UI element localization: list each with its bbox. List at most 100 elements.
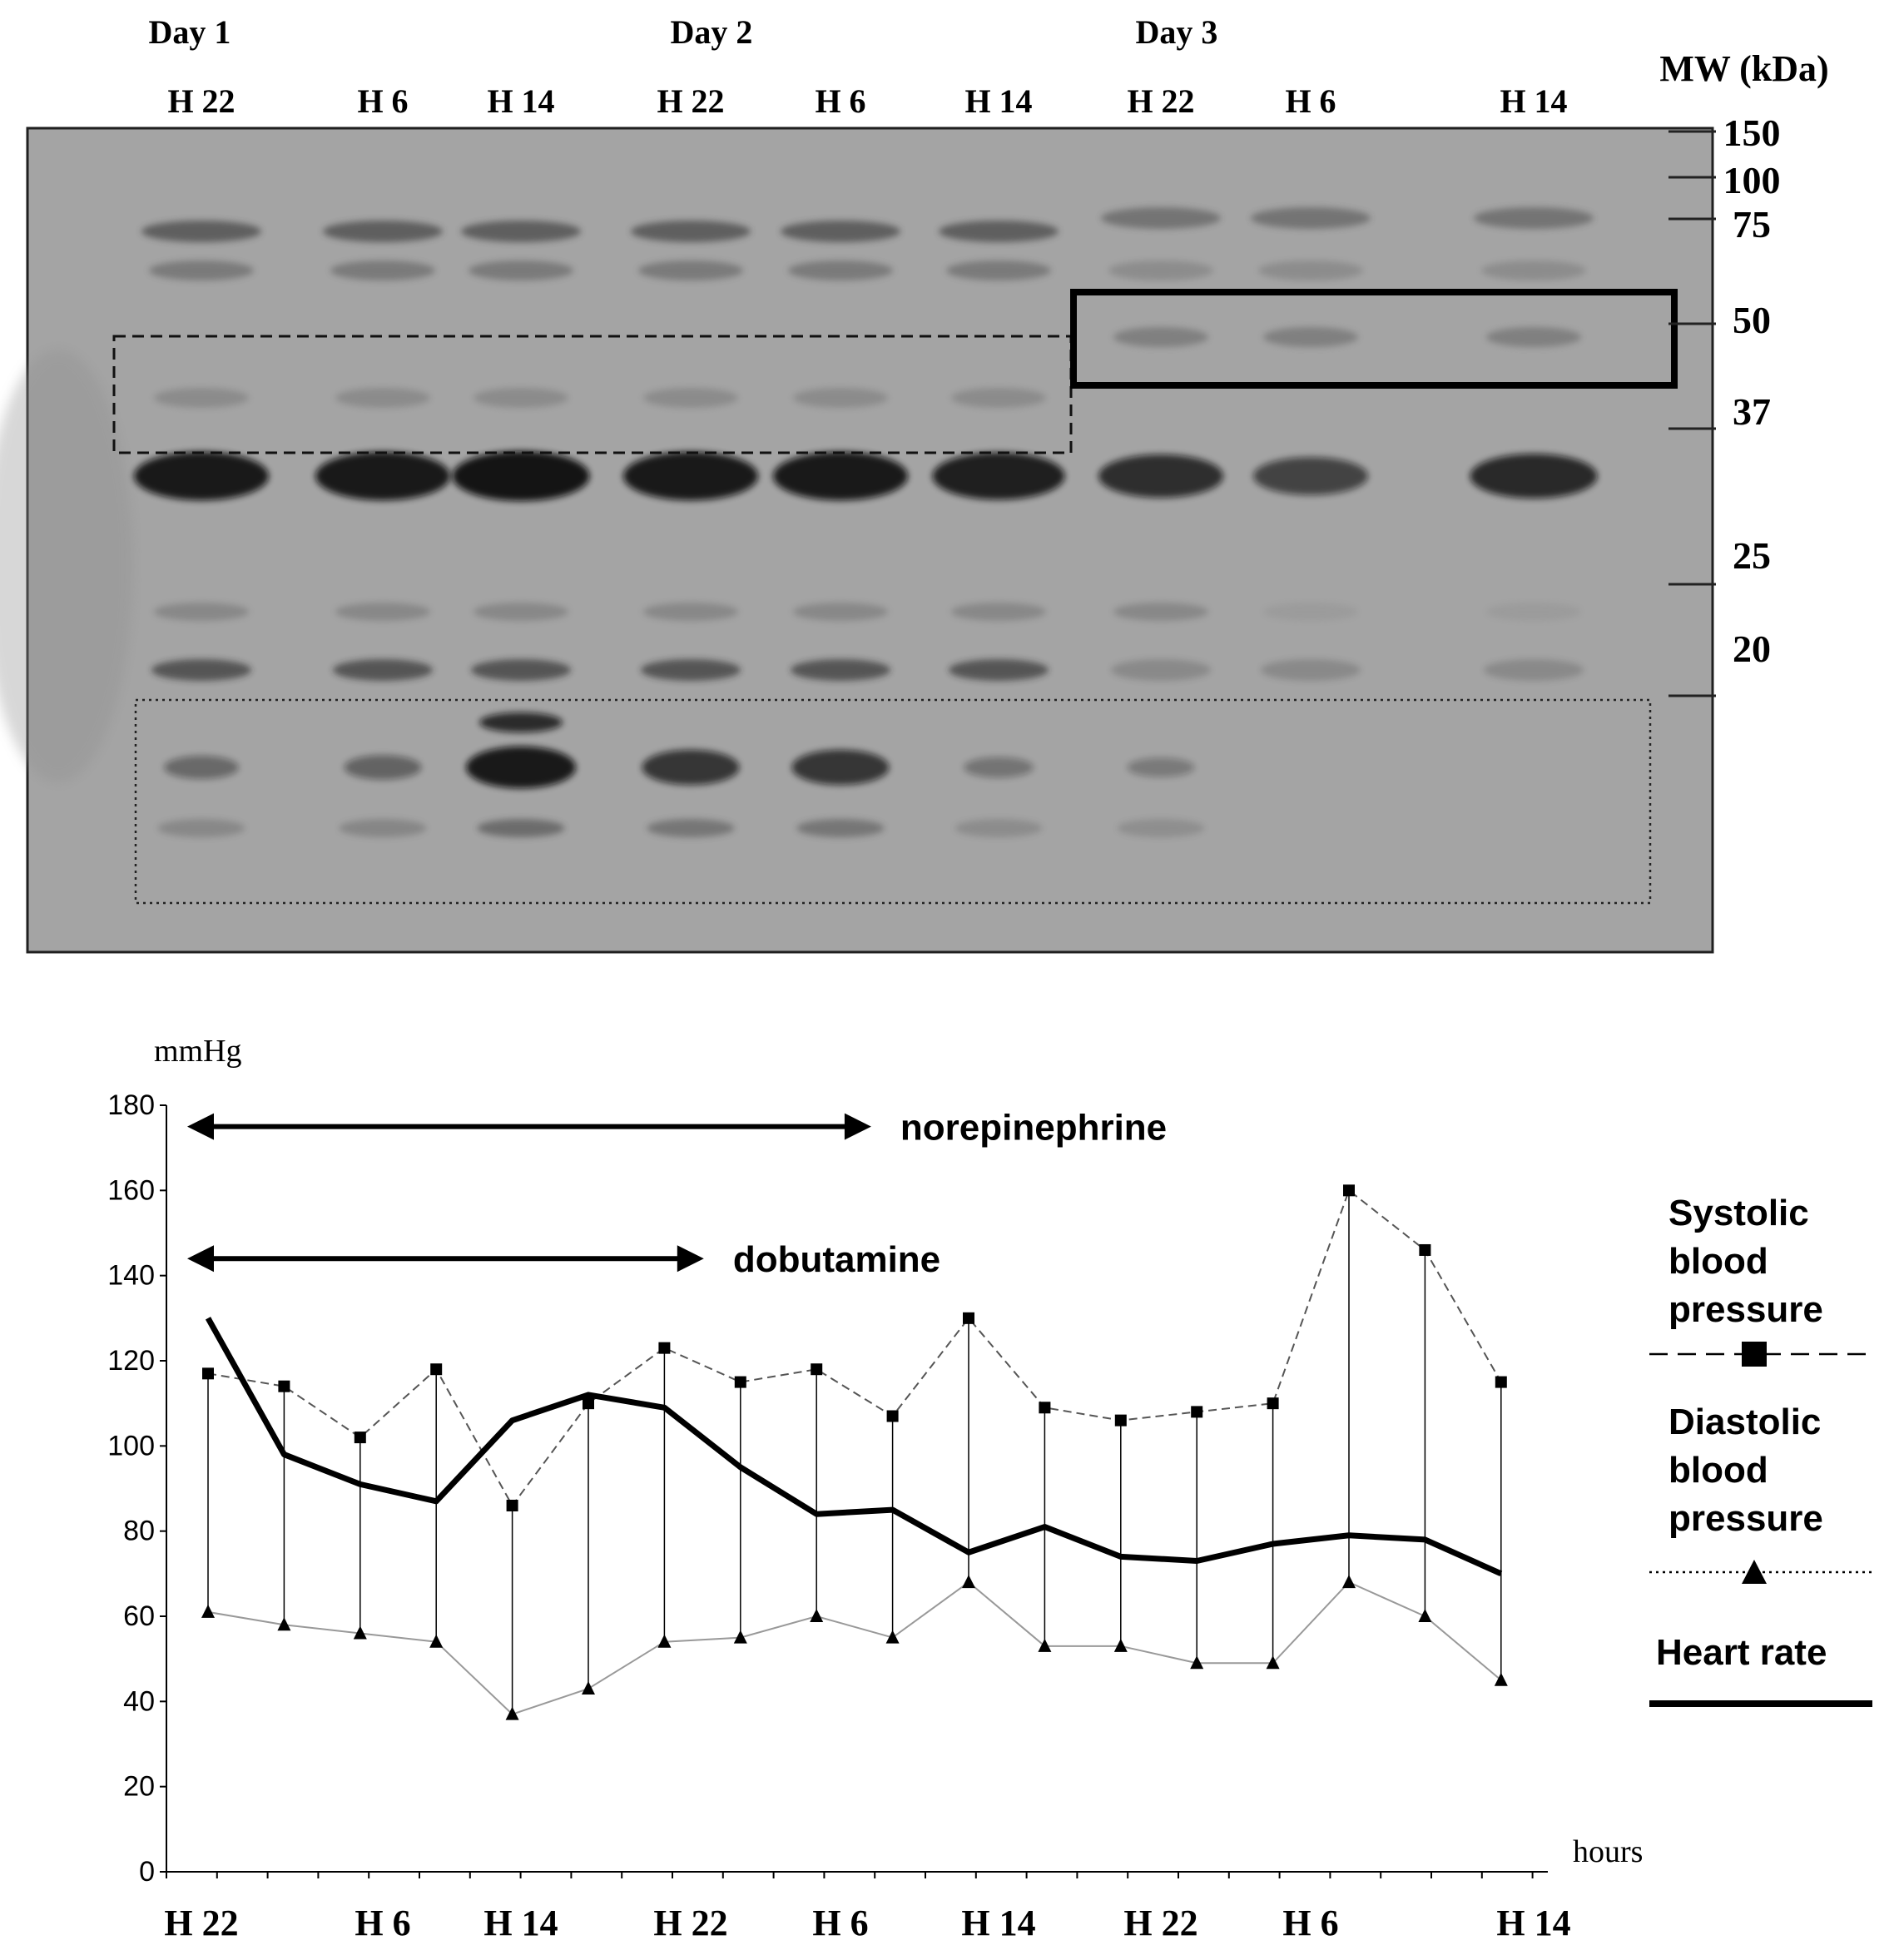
arrowhead xyxy=(187,1113,214,1140)
gel-band xyxy=(951,388,1046,408)
gel-band xyxy=(1263,327,1358,347)
systolic-point xyxy=(1419,1243,1431,1256)
gel-lane-label: H 6 xyxy=(357,82,408,120)
systolic-line xyxy=(207,1188,1502,1507)
diastolic-point xyxy=(885,1630,900,1644)
legend-systolic: Systolic blood pressure xyxy=(1649,1193,1872,1367)
gel-band xyxy=(946,261,1051,280)
gel-band xyxy=(642,749,740,786)
systolic-point xyxy=(430,1363,443,1376)
y-tick-label: 160 xyxy=(107,1174,155,1206)
systolic-point xyxy=(1343,1184,1355,1197)
legend-label: Heart rate xyxy=(1656,1632,1827,1673)
gel-band xyxy=(323,221,443,242)
systolic-point xyxy=(963,1312,974,1324)
y-tick-label: 20 xyxy=(123,1771,155,1803)
systolic-markers xyxy=(202,1184,1507,1511)
systolic-point xyxy=(278,1380,290,1392)
x-tick-label: H 14 xyxy=(1496,1903,1570,1943)
gel-band xyxy=(647,819,735,837)
y-tick-label: 180 xyxy=(107,1089,155,1121)
x-tick-label: H 22 xyxy=(653,1903,727,1943)
gel-lane-label: H 22 xyxy=(657,82,724,120)
gel-band xyxy=(1486,327,1581,347)
gel-band xyxy=(1127,757,1195,777)
y-tick-label: 120 xyxy=(107,1345,155,1377)
gel-band xyxy=(1486,603,1581,621)
diastolic-point xyxy=(1494,1672,1508,1686)
gel-band xyxy=(315,451,450,501)
gel-band xyxy=(1098,454,1223,498)
gel-band xyxy=(339,819,427,837)
x-tick-label: H 6 xyxy=(1282,1903,1338,1943)
gel-band xyxy=(1117,819,1205,837)
gel-bands xyxy=(134,207,1598,837)
systolic-point xyxy=(811,1363,823,1376)
systolic-point xyxy=(202,1367,214,1380)
gel-day-label: Day 3 xyxy=(1136,13,1218,51)
gel-band xyxy=(344,755,422,780)
diastolic-point xyxy=(657,1634,672,1648)
diastolic-point xyxy=(1342,1575,1356,1589)
mw-label: 37 xyxy=(1733,390,1771,433)
annotations: norepinephrine dobutamine xyxy=(187,1108,1167,1280)
gel-band xyxy=(335,388,430,408)
gel-band xyxy=(949,659,1049,681)
heart-rate-line xyxy=(205,1317,1503,1577)
mw-title: MW (kDa) xyxy=(1659,48,1828,89)
systolic-point xyxy=(354,1432,366,1444)
gel-band xyxy=(164,756,239,779)
diastolic-point xyxy=(1113,1638,1128,1652)
gel-lane-label: H 6 xyxy=(1285,82,1336,120)
gel-band xyxy=(643,603,738,621)
y-tick-label: 80 xyxy=(123,1516,155,1547)
y-ticks: 0 20 40 60 80 100 120 140 160 180 xyxy=(107,1089,166,1888)
gel-band xyxy=(154,388,249,408)
x-axis-label: hours xyxy=(1573,1834,1643,1869)
gel-band xyxy=(333,659,433,681)
diastolic-point xyxy=(1038,1638,1052,1652)
systolic-point xyxy=(583,1397,594,1410)
diastolic-point xyxy=(1418,1609,1432,1622)
gel-band xyxy=(149,261,254,280)
mw-label: 100 xyxy=(1723,159,1781,201)
gel-band xyxy=(793,388,888,408)
legend-diastolic: Diastolic blood pressure xyxy=(1649,1402,1872,1584)
gel-lane-label: H 14 xyxy=(487,82,554,120)
gel-band xyxy=(1261,659,1361,681)
mw-label: 150 xyxy=(1723,112,1781,154)
gel-band xyxy=(1251,207,1371,229)
legend-triangle-marker xyxy=(1742,1560,1767,1584)
legend-heart-rate: Heart rate xyxy=(1649,1632,1872,1707)
y-tick-label: 60 xyxy=(123,1600,155,1632)
gel-lane-label: H 14 xyxy=(964,82,1032,120)
gel-lane-label: H 6 xyxy=(815,82,865,120)
gel-band xyxy=(157,819,245,837)
systolic-point xyxy=(886,1410,899,1422)
systolic-point xyxy=(734,1376,746,1388)
gel-lane-label: H 22 xyxy=(1127,82,1194,120)
arrowhead xyxy=(844,1113,871,1140)
x-tick-label: H 22 xyxy=(1123,1903,1197,1943)
x-tick-label: H 14 xyxy=(483,1903,558,1943)
mw-label: 50 xyxy=(1733,299,1771,341)
diastolic-point xyxy=(277,1617,291,1631)
diastolic-point xyxy=(1190,1655,1204,1670)
systolic-point xyxy=(506,1499,518,1511)
gel-lane-label: H 14 xyxy=(1500,82,1567,120)
legend-label: Systolic blood pressure xyxy=(1668,1193,1823,1330)
gel-band xyxy=(461,221,581,242)
gel-band xyxy=(1474,207,1594,229)
diastolic-point xyxy=(1266,1655,1280,1670)
gel-band xyxy=(1113,603,1208,621)
gel-band xyxy=(154,603,249,621)
legend: Systolic blood pressure Diastolic blood pres… xyxy=(1649,1193,1872,1707)
diastolic-line xyxy=(207,1580,1502,1715)
gel-band xyxy=(951,603,1046,621)
gel-band xyxy=(141,221,261,242)
gel-band xyxy=(631,221,751,242)
x-ticks xyxy=(166,1872,1534,1878)
legend-label: Diastolic blood pressure xyxy=(1668,1402,1823,1539)
gel-band xyxy=(781,221,900,242)
